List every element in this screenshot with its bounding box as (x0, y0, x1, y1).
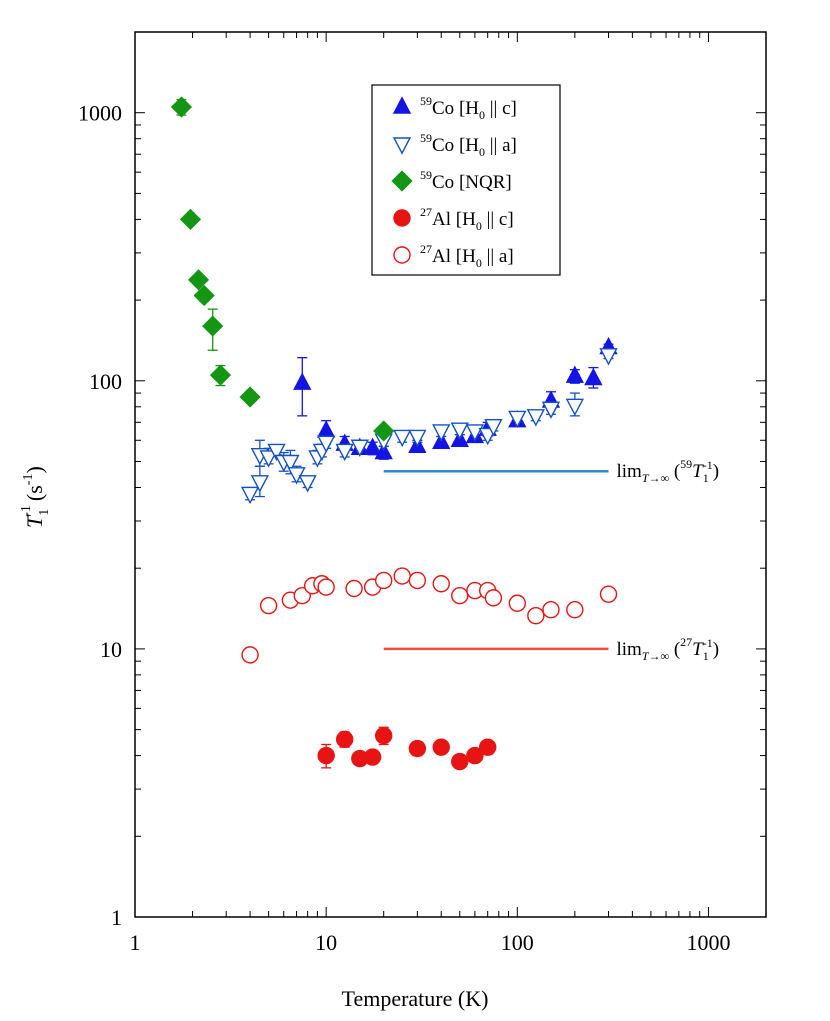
data-point-co_a (450, 422, 469, 440)
data-point-al_c (363, 748, 382, 766)
data-point-co_c (316, 420, 336, 438)
data-point-al_c (478, 738, 497, 756)
data-point-co_nqr (193, 284, 215, 307)
data-point-al_a (527, 606, 545, 625)
legend-label-al_a: 27Al [H0 || a] (420, 242, 514, 270)
x-tick-label: 10 (315, 930, 337, 955)
y-label-unit-close: ) (22, 466, 47, 473)
x-tick-label: 1 (130, 930, 141, 955)
data-point-al_a (317, 578, 335, 596)
x-tick-labels: 1 10 100 1000 (130, 930, 731, 955)
data-point-al_c (466, 746, 484, 765)
data-point-co_a (432, 424, 451, 442)
data-point-co_a (259, 450, 278, 468)
data-point-co_a (565, 398, 585, 417)
data-point-co_c (293, 372, 312, 390)
data-point-co_a (240, 486, 260, 505)
data-point-al_a (374, 571, 393, 590)
data-point-al_a (484, 589, 503, 607)
legend-marker-co_a (392, 137, 412, 155)
legend-marker-al_a (393, 246, 411, 264)
data-point-al_c (451, 752, 469, 771)
data-point-al_a (345, 579, 363, 598)
data-point-al_a (393, 567, 411, 585)
y-tick-label: 1000 (78, 101, 122, 126)
reference-lines: limT→∞ (59T1-1) limT→∞ (27T1-1) (383, 457, 720, 663)
x-axis-label: Temperature (K) (341, 986, 489, 1011)
legend-marker-co_nqr (391, 170, 413, 192)
data-point-co_a (335, 443, 354, 462)
plot-frame (134, 31, 767, 918)
y-tick-label: 10 (100, 637, 122, 662)
data-point-co_a (350, 439, 369, 457)
axis-ticks (134, 31, 767, 918)
x-tick-label: 100 (501, 930, 534, 955)
data-point-al_c (432, 738, 450, 756)
data-point-co_a (465, 424, 485, 442)
data-point-co_nqr (170, 96, 193, 118)
data-point-al_a (432, 575, 450, 593)
y-label-base: T (22, 514, 47, 528)
data-point-co_nqr (187, 269, 210, 291)
y-tick-label: 1 (111, 905, 122, 930)
y-tick-labels: 1 10 100 1000 (78, 101, 122, 930)
data-point-co_a (526, 409, 545, 427)
x-tick-label: 1000 (686, 930, 730, 955)
data-point-al_c (408, 739, 427, 758)
data-point-co_c (363, 437, 382, 456)
data-point-al_c (335, 730, 354, 749)
data-point-co_a (250, 475, 270, 493)
data-point-co_nqr (373, 420, 395, 442)
y-tick-label: 100 (89, 369, 122, 394)
data-point-co_a (484, 419, 503, 437)
y-label-sup: -1 (19, 505, 34, 517)
data-point-co_a (541, 401, 561, 419)
data-markers (170, 96, 618, 771)
data-point-co_c (565, 365, 585, 383)
data-point-al_a (542, 601, 560, 619)
y-axis-label: T1-1(s-1) (19, 466, 52, 528)
data-point-al_c (374, 726, 393, 745)
data-point-co_nqr (179, 208, 202, 230)
data-point-al_a (599, 585, 618, 603)
legend-label-al_c: 27Al [H0 || c] (420, 205, 514, 233)
data-point-al_a (451, 586, 469, 605)
legend-label-co_c: 59Co [H0 || c] (420, 94, 517, 122)
data-point-co_c (584, 367, 603, 386)
data-point-co_a (408, 429, 427, 448)
y-label-unit-open: (s (22, 485, 47, 501)
data-point-al_a (241, 646, 259, 664)
data-point-al_a (508, 594, 527, 612)
legend-marker-co_c (392, 96, 412, 114)
legend-label-co_a: 59Co [H0 || a] (420, 131, 517, 159)
data-point-co_a (599, 348, 618, 366)
limit-label-lim27: limT→∞ (27T1-1) (617, 635, 720, 663)
data-point-co_a (393, 429, 412, 448)
svg-text:T1-1(s-1): T1-1(s-1) (19, 466, 52, 528)
data-point-co_a (298, 475, 317, 493)
data-point-al_a (408, 571, 427, 590)
legend: 59Co [H0 || c] 59Co [H0 || a] 59Co [NQR] 27… (371, 84, 561, 276)
legend-label-co_nqr: 59Co [NQR] (420, 168, 512, 193)
data-point-al_a (259, 596, 278, 615)
limit-label-lim59: limT→∞ (59T1-1) (617, 457, 720, 485)
data-point-co_a (316, 435, 336, 453)
y-label-unit-sup: -1 (21, 474, 36, 486)
data-point-co_nqr (202, 315, 224, 337)
data-point-co_nqr (209, 364, 232, 386)
legend-marker-al_c (393, 209, 411, 227)
data-point-co_a (267, 443, 286, 462)
data-point-al_c (317, 746, 335, 765)
data-point-co_a (508, 410, 527, 429)
data-point-al_a (566, 601, 584, 619)
y-label-sub: 1 (37, 509, 52, 516)
data-point-co_nqr (239, 386, 261, 408)
data-point-co_a (281, 454, 300, 473)
